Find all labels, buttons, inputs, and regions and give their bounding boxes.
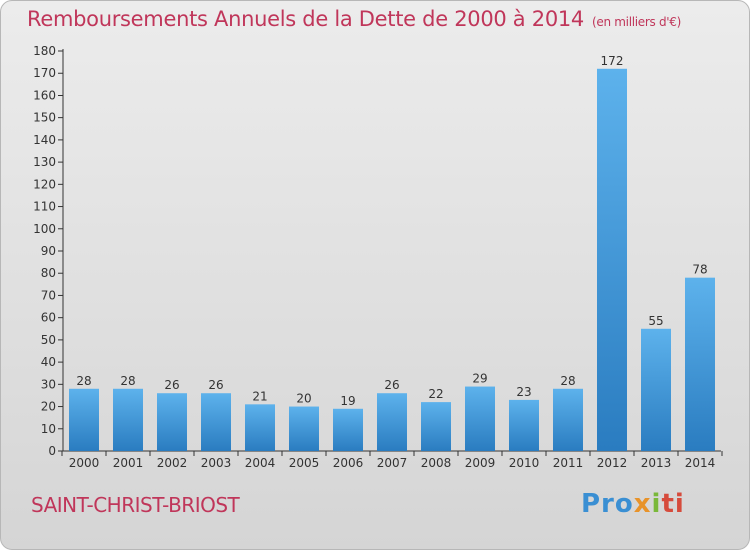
y-tick-label: 140 [33, 133, 56, 147]
bar-value-label: 78 [692, 263, 707, 277]
bar [69, 388, 99, 451]
bar-value-label: 26 [384, 378, 399, 392]
y-tick-label: 10 [41, 422, 56, 436]
y-tick-label: 110 [33, 200, 56, 214]
y-tick-label: 150 [33, 111, 56, 125]
y-tick-label: 60 [41, 311, 56, 325]
bar [597, 68, 627, 452]
x-tick-label: 2004 [245, 456, 276, 470]
y-tick-label: 50 [41, 333, 56, 347]
bar-value-label: 23 [516, 385, 531, 399]
x-tick-label: 2005 [289, 456, 320, 470]
bar [641, 328, 671, 451]
bar-value-label: 172 [601, 54, 624, 68]
axes: 0 10 20 30 40 50 60 70 80 90 100 110 120 130 140 150 160… [33, 44, 723, 470]
y-tick-label: 180 [33, 44, 56, 58]
bar [421, 402, 451, 451]
logo-part: i [651, 489, 662, 519]
x-tick-label: 2001 [113, 456, 144, 470]
commune-name: SAINT-CHRIST-BRIOST [31, 493, 240, 517]
logo-part: x [633, 489, 652, 519]
chart-unit: (en milliers d'€) [592, 15, 682, 29]
y-tick-label: 130 [33, 155, 56, 169]
x-tick-label: 2013 [641, 456, 672, 470]
bar [201, 393, 231, 451]
x-tick-label: 2009 [465, 456, 496, 470]
bar-value-label: 26 [164, 378, 179, 392]
logo-part: ti [661, 489, 685, 519]
bar-value-label: 20 [296, 392, 311, 406]
y-tick-label: 40 [41, 355, 56, 369]
bar [289, 406, 319, 451]
bar-value-label: 28 [560, 374, 575, 388]
chart-title-text: Remboursements Annuels de la Dette de 20… [27, 7, 584, 31]
x-tick-label: 2003 [201, 456, 232, 470]
bar [465, 386, 495, 451]
y-tick-label: 80 [41, 266, 56, 280]
bar [553, 388, 583, 451]
x-tick-label: 2014 [685, 456, 716, 470]
bar-value-label: 19 [340, 394, 355, 408]
bar-value-label: 22 [428, 387, 443, 401]
x-tick-label: 2012 [597, 456, 628, 470]
logo-part: Pro [581, 489, 634, 519]
bar [157, 393, 187, 451]
bar-value-label: 26 [208, 378, 223, 392]
bar-value-label: 28 [76, 374, 91, 388]
bar [113, 388, 143, 451]
chart-title: Remboursements Annuels de la Dette de 20… [27, 7, 681, 31]
y-tick-label: 20 [41, 400, 56, 414]
y-tick-label: 160 [33, 88, 56, 102]
bar [333, 408, 363, 451]
x-tick-label: 2010 [509, 456, 540, 470]
y-tick-label: 0 [48, 444, 56, 458]
proxiti-logo: Proxiti [581, 489, 685, 519]
y-tick-label: 90 [41, 244, 56, 258]
x-tick-label: 2007 [377, 456, 408, 470]
y-tick-label: 170 [33, 66, 56, 80]
x-tick-label: 2002 [157, 456, 188, 470]
bar [245, 404, 275, 451]
x-tick-label: 2008 [421, 456, 452, 470]
bar-value-label: 28 [120, 374, 135, 388]
bar-value-label: 21 [252, 389, 267, 403]
bar [509, 399, 539, 451]
y-tick-label: 120 [33, 177, 56, 191]
bar-value-label: 29 [472, 372, 487, 386]
y-tick-label: 70 [41, 288, 56, 302]
bars: 28 28 26 26 21 20 19 26 22 29 23 28 172 55 78 [69, 54, 715, 452]
y-tick-label: 100 [33, 222, 56, 236]
bar [685, 277, 715, 451]
x-tick-label: 2000 [69, 456, 100, 470]
y-tick-label: 30 [41, 377, 56, 391]
x-tick-label: 2006 [333, 456, 364, 470]
bar [377, 393, 407, 451]
bar-value-label: 55 [648, 314, 663, 328]
x-tick-label: 2011 [553, 456, 584, 470]
